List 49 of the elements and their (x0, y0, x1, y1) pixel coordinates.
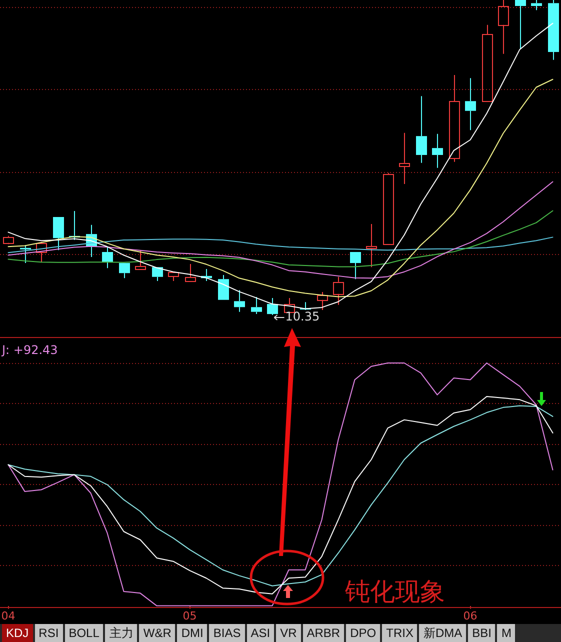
candlestick (284, 297, 295, 313)
tab[interactable]: DMI (177, 624, 208, 642)
x-tick-label: 04 (1, 609, 16, 622)
candlestick (498, 0, 509, 54)
tab[interactable]: 新DMA (419, 624, 466, 642)
tab[interactable]: DPO (346, 624, 380, 642)
candlestick (449, 74, 460, 162)
x-tick-label: 06 (463, 609, 478, 622)
tab[interactable]: BOLL (64, 624, 104, 642)
candlestick (20, 244, 31, 264)
tab[interactable]: KDJ (2, 624, 33, 642)
tab[interactable]: BIAS (209, 624, 245, 642)
text: J: +92.43 (1, 343, 58, 357)
candlestick (465, 78, 476, 131)
candlestick (515, 0, 526, 50)
candlestick (399, 132, 410, 184)
candlestick (482, 24, 493, 102)
candlestick (234, 290, 245, 312)
x-tick-label: 05 (182, 609, 197, 622)
candlestick (432, 133, 443, 168)
candlestick (185, 263, 196, 282)
annotation: 钝化现象 (344, 577, 445, 606)
candlestick (366, 223, 377, 268)
tab[interactable]: W&R (139, 624, 176, 642)
candlestick (251, 296, 262, 315)
annotation: 10.35 (285, 310, 320, 324)
tab[interactable]: BBI (468, 624, 496, 642)
tab[interactable]: ARBR (302, 624, 344, 642)
candlestick (53, 217, 64, 251)
candlestick (416, 96, 427, 164)
tab[interactable]: ASI (246, 624, 274, 642)
candlestick (333, 276, 344, 306)
candlestick (36, 241, 47, 263)
candlestick (383, 172, 394, 245)
candlestick (218, 274, 229, 300)
candlestick (267, 297, 278, 316)
tab[interactable]: RSI (34, 624, 63, 642)
tab[interactable]: TRIX (382, 624, 418, 642)
candlestick (350, 252, 361, 280)
candlestick (102, 246, 113, 269)
candlestick (119, 263, 130, 279)
tab[interactable]: 主力 (105, 624, 138, 642)
tab[interactable]: M (497, 624, 516, 642)
candlestick (531, 0, 542, 11)
tab[interactable]: VR (276, 624, 301, 642)
candlestick (152, 267, 163, 282)
candlestick (548, 0, 559, 60)
candlestick (135, 250, 146, 270)
candlestick (317, 292, 328, 310)
